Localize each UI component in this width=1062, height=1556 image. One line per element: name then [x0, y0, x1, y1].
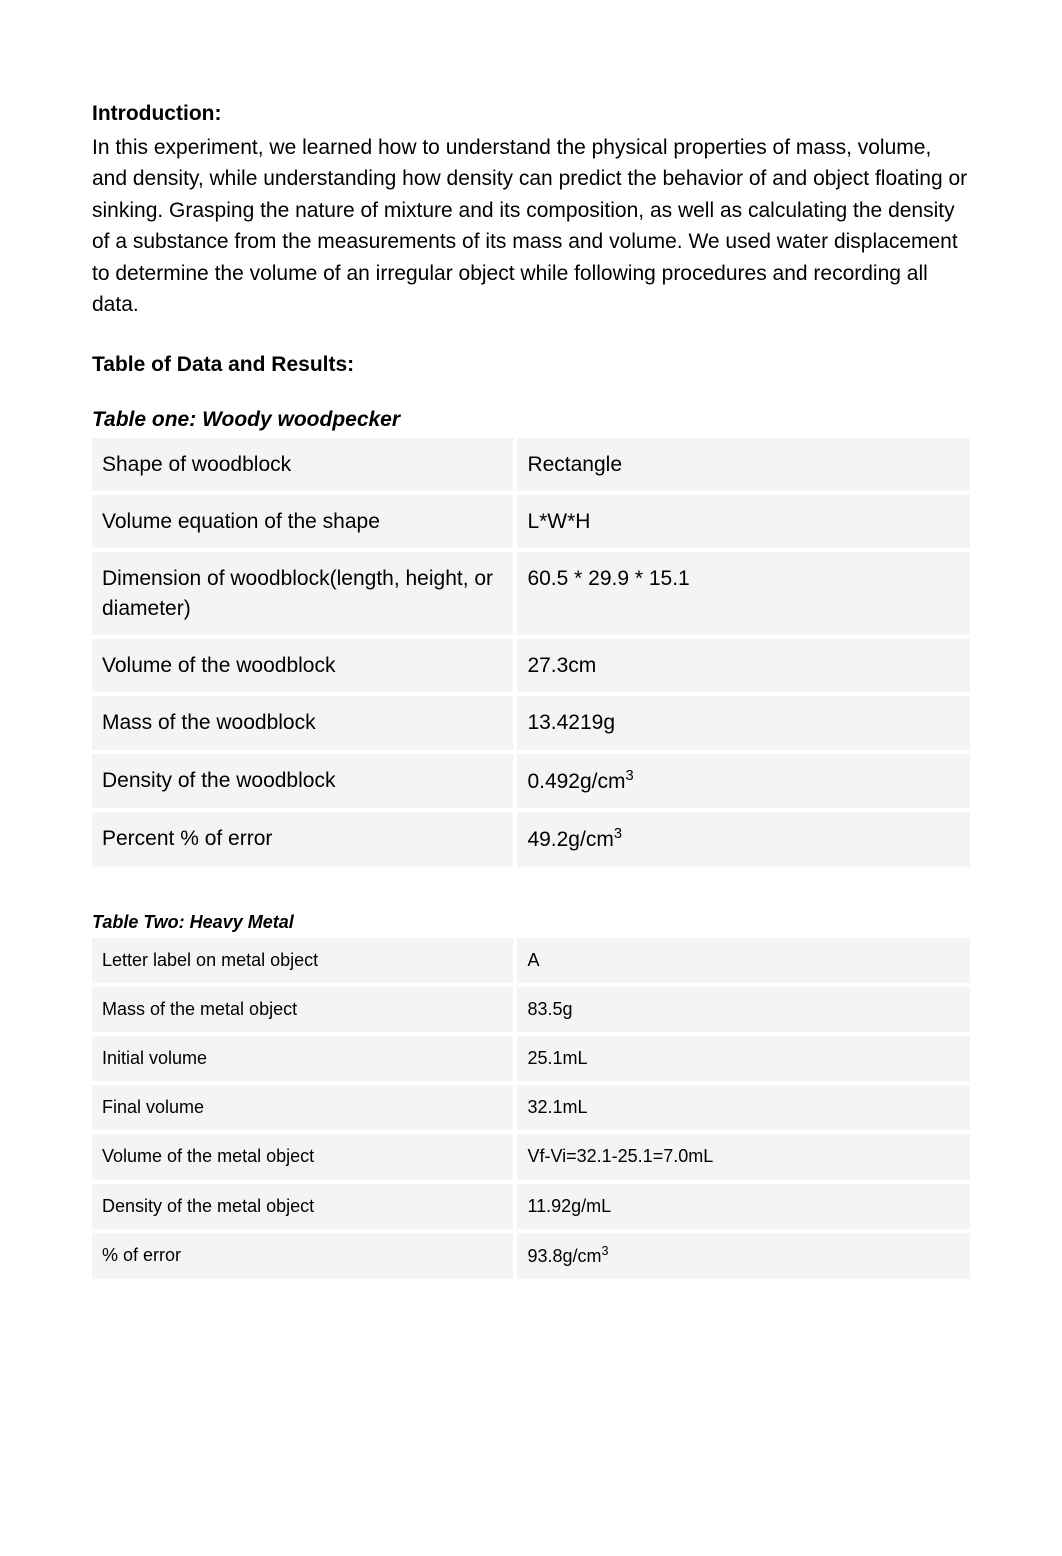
table-row: Density of the metal object 11.92g/mL	[92, 1180, 970, 1229]
table-row: Letter label on metal object A	[92, 938, 970, 983]
cell-label: Dimension of woodblock(length, height, o…	[92, 548, 513, 635]
table-one: Shape of woodblock Rectangle Volume equa…	[92, 438, 970, 867]
cell-value: 25.1mL	[513, 1032, 970, 1081]
table-row: Final volume 32.1mL	[92, 1081, 970, 1130]
cell-label: Density of the woodblock	[92, 750, 513, 808]
table-row: Volume of the metal object Vf-Vi=32.1-25…	[92, 1130, 970, 1179]
cell-value: 93.8g/cm3	[513, 1229, 970, 1279]
table-row: Dimension of woodblock(length, height, o…	[92, 548, 970, 635]
table-one-title: Table one: Woody woodpecker	[92, 404, 970, 436]
cell-label: Volume equation of the shape	[92, 491, 513, 548]
cell-value: 27.3cm	[513, 635, 970, 692]
table-row: Mass of the woodblock 13.4219g	[92, 692, 970, 749]
cell-label: Volume of the woodblock	[92, 635, 513, 692]
cell-label: % of error	[92, 1229, 513, 1279]
table-row: Initial volume 25.1mL	[92, 1032, 970, 1081]
cell-value: 32.1mL	[513, 1081, 970, 1130]
data-results-heading: Table of Data and Results:	[92, 349, 970, 381]
cell-value: 11.92g/mL	[513, 1180, 970, 1229]
cell-value: 60.5 * 29.9 * 15.1	[513, 548, 970, 635]
table-two-title: Table Two: Heavy Metal	[92, 909, 970, 936]
cell-label: Mass of the metal object	[92, 983, 513, 1032]
cell-value: Vf-Vi=32.1-25.1=7.0mL	[513, 1130, 970, 1179]
cell-value: Rectangle	[513, 438, 970, 491]
cell-label: Letter label on metal object	[92, 938, 513, 983]
cell-label: Mass of the woodblock	[92, 692, 513, 749]
cell-value: 13.4219g	[513, 692, 970, 749]
cell-value: 49.2g/cm3	[513, 808, 970, 866]
cell-value: A	[513, 938, 970, 983]
table-row: Volume of the woodblock 27.3cm	[92, 635, 970, 692]
cell-label: Final volume	[92, 1081, 513, 1130]
cell-label: Shape of woodblock	[92, 438, 513, 491]
table-row: % of error 93.8g/cm3	[92, 1229, 970, 1279]
cell-label: Percent % of error	[92, 808, 513, 866]
table-row: Density of the woodblock 0.492g/cm3	[92, 750, 970, 808]
intro-body: In this experiment, we learned how to un…	[92, 132, 970, 321]
cell-label: Initial volume	[92, 1032, 513, 1081]
intro-heading: Introduction:	[92, 98, 970, 130]
cell-value: L*W*H	[513, 491, 970, 548]
table-row: Shape of woodblock Rectangle	[92, 438, 970, 491]
cell-value: 83.5g	[513, 983, 970, 1032]
table-row: Mass of the metal object 83.5g	[92, 983, 970, 1032]
cell-label: Density of the metal object	[92, 1180, 513, 1229]
table-row: Volume equation of the shape L*W*H	[92, 491, 970, 548]
table-two: Letter label on metal object A Mass of t…	[92, 938, 970, 1279]
cell-value: 0.492g/cm3	[513, 750, 970, 808]
table-row: Percent % of error 49.2g/cm3	[92, 808, 970, 866]
cell-label: Volume of the metal object	[92, 1130, 513, 1179]
